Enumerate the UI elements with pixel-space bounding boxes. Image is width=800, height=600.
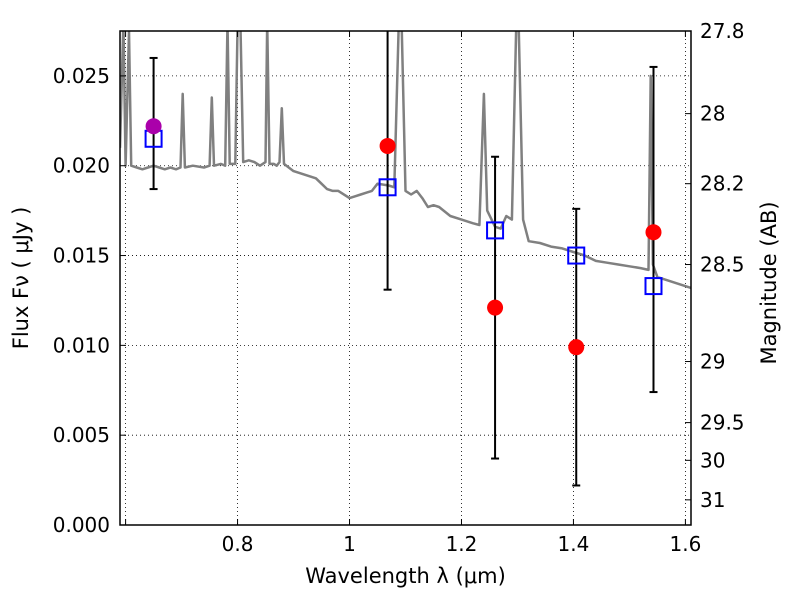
y-tick-label: 0.005 [53,423,110,447]
y2-tick-label: 28 [700,102,725,126]
observed-flux-point [145,118,162,135]
plot-frame [119,30,692,526]
x-tick-label: 0.8 [222,532,254,556]
y-tick-label: 0.000 [53,513,110,537]
model-photometry-square [567,246,586,265]
y2-tick-label: 31 [700,488,725,512]
y-tick-label: 0.025 [53,64,110,88]
model-photometry-square [378,178,397,197]
x-tick-label: 1 [343,532,356,556]
y2-tick-label: 28.5 [700,253,745,277]
observed-flux-point [568,339,585,356]
y2-tick-label: 29.5 [700,411,745,435]
observed-flux-point [645,224,662,241]
observed-flux-point [487,299,504,316]
y2-axis-label: Magnitude (AB) [757,201,781,364]
y2-tick-label: 27.8 [700,19,745,43]
x-tick-label: 1.4 [558,532,590,556]
y2-tick-label: 29 [700,350,725,374]
y-tick-label: 0.010 [53,333,110,357]
y-axis-label: Flux Fν ( μJy ) [9,207,33,350]
y2-tick-label: 28.2 [700,172,745,196]
x-axis-label: Wavelength λ (μm) [305,564,506,588]
grid [120,31,691,526]
y-tick-label: 0.020 [53,154,110,178]
model-spectrum-line [120,31,691,290]
x-tick-label: 1.2 [446,532,478,556]
x-tick-label: 1.6 [669,532,701,556]
y-tick-label: 0.015 [53,244,110,268]
y2-tick-label: 30 [700,448,725,472]
observed-flux-point [379,137,396,154]
model-photometry-square [644,277,663,296]
axis-ticks: 0.8 1 1.2 1.4 1.6 0.000 0.005 0.010 0.015 0.020 0.… [53,19,745,556]
plot-area [120,31,691,487]
model-photometry-square [486,221,505,240]
